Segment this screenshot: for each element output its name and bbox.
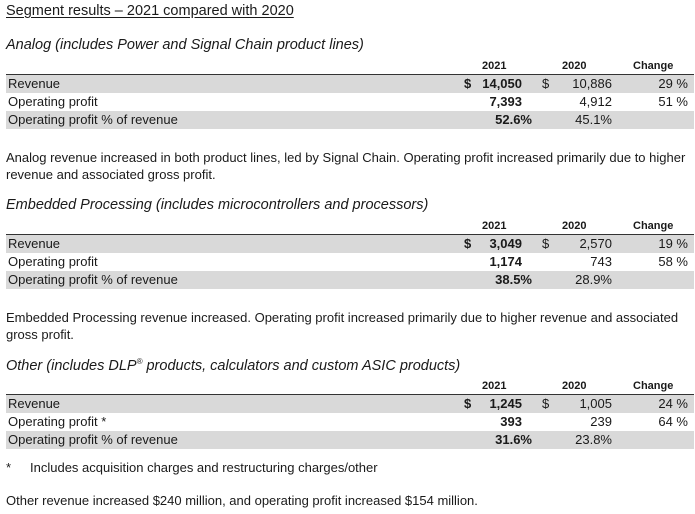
change-value: 19 % [658,236,688,251]
footnote-text: Includes acquisition charges and restruc… [30,460,378,475]
col-2021-header: 2021 [482,60,507,72]
dollar-sign: $ [464,396,472,411]
value-2020: 239 [590,414,612,429]
embedded-heading: Embedded Processing (includes microcontr… [6,197,429,213]
footnote-marker: * [6,460,12,475]
table-row: Operating profit % of revenue 38.5% 28.9… [6,271,694,289]
table-row: Revenue $ 3,049 $ 2,570 19 % [6,234,694,253]
row-label: Revenue [8,236,61,251]
table-row: Operating profit % of revenue 31.6% 23.8… [6,431,694,449]
row-label: Operating profit [8,94,98,109]
table-header: 2021 2020 Change [6,60,694,74]
row-label: Operating profit % of revenue [8,272,178,287]
value-2020: 28.9% [575,272,612,287]
analog-heading: Analog (includes Power and Signal Chain … [6,37,364,53]
table-row: Operating profit 7,393 4,912 51 % [6,93,694,111]
embedded-table: 2021 2020 Change Revenue $ 3,049 $ 2,570… [6,220,694,289]
value-2020: 743 [590,254,612,269]
col-change-header: Change [633,60,674,72]
value-2020: 23.8% [575,432,612,447]
table-header: 2021 2020 Change [6,380,694,394]
other-heading: Other (includes DLP® products, calculato… [6,357,460,374]
row-label: Operating profit % of revenue [8,432,178,447]
dollar-sign: $ [542,236,550,251]
value-2021: 31.6% [495,432,532,447]
change-value: 24 % [658,396,688,411]
change-value: 51 % [658,94,688,109]
heading-part: Other (includes DLP [6,358,137,374]
dollar-sign: $ [542,76,550,91]
change-value: 58 % [658,254,688,269]
value-2021: 3,049 [489,236,522,251]
value-2020: 4,912 [579,94,612,109]
table-row: Operating profit * 393 239 64 % [6,413,694,431]
value-2021: 14,050 [482,76,522,91]
change-value: 64 % [658,414,688,429]
value-2021: 1,174 [489,254,522,269]
row-label: Revenue [8,396,61,411]
col-2021-header: 2021 [482,220,507,232]
value-2021: 1,245 [489,396,522,411]
table-row: Revenue $ 1,245 $ 1,005 24 % [6,394,694,413]
row-label: Revenue [8,76,61,91]
value-2020: 2,570 [579,236,612,251]
table-header: 2021 2020 Change [6,220,694,234]
value-2021: 38.5% [495,272,532,287]
col-change-header: Change [633,220,674,232]
value-2020: 1,005 [579,396,612,411]
analog-narrative: Analog revenue increased in both product… [6,150,686,182]
table-row: Operating profit % of revenue 52.6% 45.1… [6,111,694,129]
value-2020: 45.1% [575,112,612,127]
dollar-sign: $ [464,236,472,251]
dollar-sign: $ [464,76,472,91]
dollar-sign: $ [542,396,550,411]
col-2020-header: 2020 [562,220,587,232]
table-row: Operating profit 1,174 743 58 % [6,253,694,271]
col-2021-header: 2021 [482,380,507,392]
row-label: Operating profit % of revenue [8,112,178,127]
other-table: 2021 2020 Change Revenue $ 1,245 $ 1,005… [6,380,694,449]
value-2021: 7,393 [489,94,522,109]
analog-table: 2021 2020 Change Revenue $ 14,050 $ 10,8… [6,60,694,129]
col-2020-header: 2020 [562,380,587,392]
row-label: Operating profit * [8,414,107,429]
embedded-narrative: Embedded Processing revenue increased. O… [6,310,679,342]
table-row: Revenue $ 14,050 $ 10,886 29 % [6,74,694,93]
row-label: Operating profit [8,254,98,269]
value-2020: 10,886 [572,76,612,91]
col-2020-header: 2020 [562,60,587,72]
registered-mark: ® [136,357,143,366]
page-title: Segment results – 2021 compared with 202… [6,3,294,19]
heading-part: products, calculators and custom ASIC pr… [142,358,461,374]
value-2021: 393 [500,414,522,429]
value-2021: 52.6% [495,112,532,127]
other-narrative: Other revenue increased $240 million, an… [6,493,478,508]
change-value: 29 % [658,76,688,91]
col-change-header: Change [633,380,674,392]
